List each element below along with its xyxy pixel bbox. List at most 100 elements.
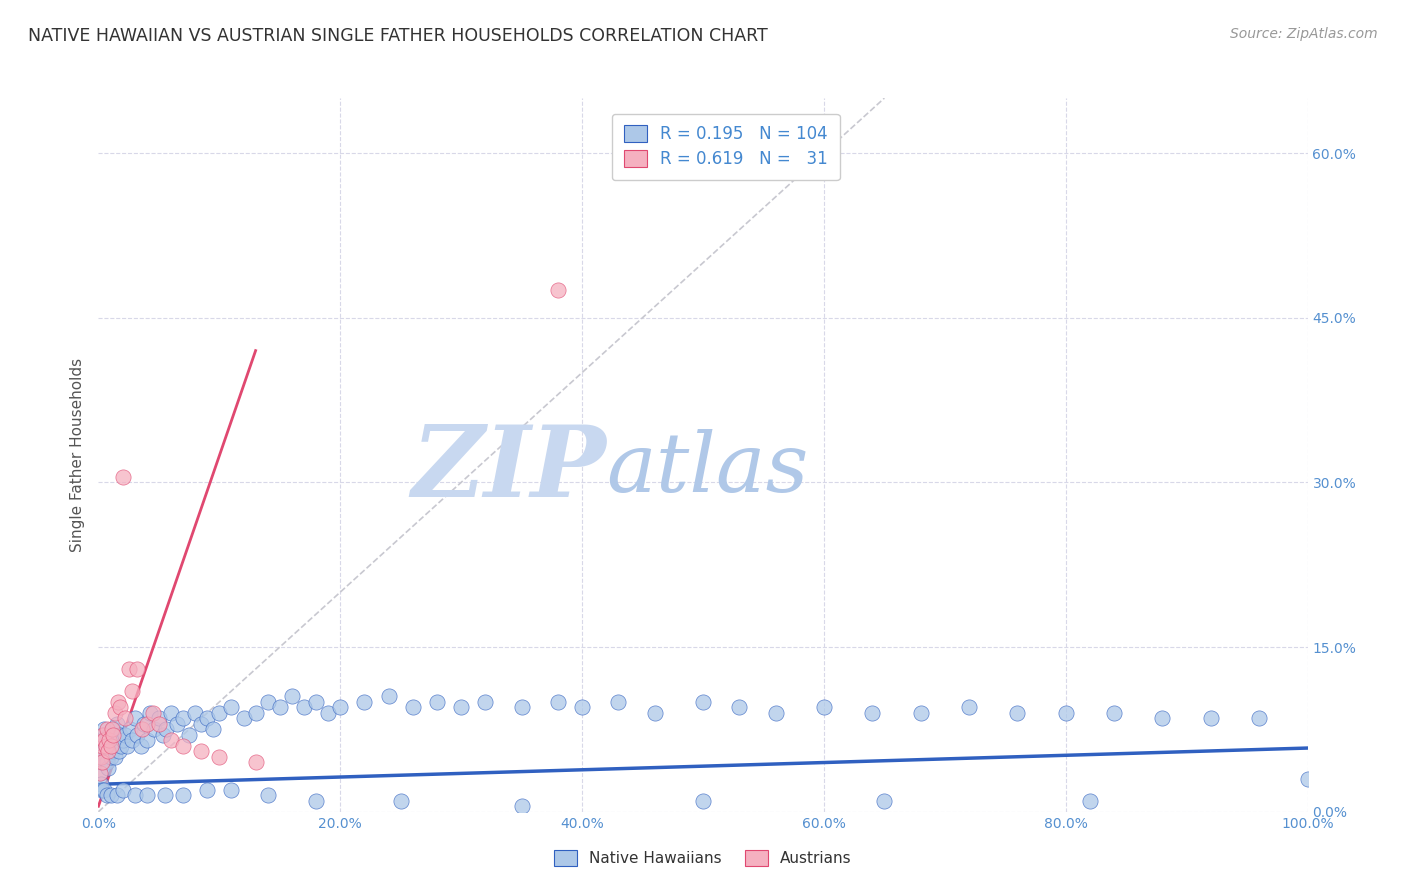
- Point: [114, 728, 136, 742]
- Point: [389, 794, 412, 808]
- Point: [184, 706, 207, 720]
- Legend: Native Hawaiians, Austrians: Native Hawaiians, Austrians: [546, 841, 860, 875]
- Point: [547, 695, 569, 709]
- Point: [91, 744, 114, 758]
- Point: [118, 662, 141, 676]
- Point: [108, 728, 131, 742]
- Point: [208, 706, 231, 720]
- Point: [98, 733, 121, 747]
- Point: [160, 733, 183, 747]
- Point: [90, 777, 112, 791]
- Point: [91, 749, 114, 764]
- Point: [957, 700, 980, 714]
- Point: [153, 789, 176, 803]
- Point: [139, 706, 162, 720]
- Point: [142, 706, 165, 720]
- Point: [96, 789, 118, 803]
- Point: [221, 782, 243, 797]
- Point: [90, 756, 112, 770]
- Point: [100, 749, 122, 764]
- Point: [104, 749, 127, 764]
- Point: [97, 744, 120, 758]
- Point: [114, 711, 136, 725]
- Point: [353, 695, 375, 709]
- Point: [117, 739, 139, 753]
- Point: [94, 739, 117, 753]
- Point: [96, 723, 118, 737]
- Point: [607, 695, 630, 709]
- Point: [111, 733, 134, 747]
- Point: [93, 733, 115, 747]
- Point: [190, 717, 212, 731]
- Point: [108, 700, 131, 714]
- Point: [547, 283, 569, 297]
- Point: [316, 706, 339, 720]
- Point: [148, 717, 170, 731]
- Point: [97, 744, 120, 758]
- Point: [127, 662, 149, 676]
- Point: [100, 739, 122, 753]
- Point: [692, 695, 714, 709]
- Point: [89, 766, 111, 780]
- Point: [121, 733, 143, 747]
- Point: [172, 789, 194, 803]
- Point: [93, 782, 115, 797]
- Point: [105, 789, 128, 803]
- Point: [1249, 711, 1271, 725]
- Point: [135, 789, 157, 803]
- Point: [221, 700, 243, 714]
- Point: [105, 717, 128, 731]
- Point: [377, 690, 399, 704]
- Point: [127, 728, 149, 742]
- Point: [402, 700, 425, 714]
- Point: [96, 756, 118, 770]
- Point: [94, 749, 117, 764]
- Point: [118, 723, 141, 737]
- Point: [94, 739, 117, 753]
- Point: [107, 733, 129, 747]
- Point: [305, 695, 328, 709]
- Point: [91, 733, 114, 747]
- Point: [107, 695, 129, 709]
- Point: [1054, 706, 1077, 720]
- Point: [155, 723, 177, 737]
- Point: [98, 728, 121, 742]
- Point: [208, 749, 231, 764]
- Point: [813, 700, 835, 714]
- Point: [124, 711, 146, 725]
- Point: [124, 789, 146, 803]
- Point: [1078, 794, 1101, 808]
- Point: [90, 749, 112, 764]
- Point: [305, 794, 328, 808]
- Point: [195, 782, 218, 797]
- Point: [100, 739, 122, 753]
- Text: Source: ZipAtlas.com: Source: ZipAtlas.com: [1230, 27, 1378, 41]
- Point: [329, 700, 352, 714]
- Point: [474, 695, 496, 709]
- Point: [269, 700, 291, 714]
- Point: [111, 470, 134, 484]
- Point: [100, 723, 122, 737]
- Point: [100, 744, 122, 758]
- Point: [135, 733, 157, 747]
- Point: [172, 739, 194, 753]
- Point: [1296, 772, 1319, 786]
- Point: [89, 766, 111, 780]
- Point: [728, 700, 751, 714]
- Point: [111, 782, 134, 797]
- Point: [166, 717, 188, 731]
- Point: [160, 706, 183, 720]
- Point: [91, 756, 114, 770]
- Point: [104, 706, 127, 720]
- Point: [129, 739, 152, 753]
- Point: [121, 684, 143, 698]
- Point: [91, 739, 114, 753]
- Point: [108, 744, 131, 758]
- Point: [172, 711, 194, 725]
- Point: [1007, 706, 1029, 720]
- Point: [1199, 711, 1222, 725]
- Point: [245, 756, 267, 770]
- Point: [110, 739, 132, 753]
- Point: [90, 739, 112, 753]
- Point: [91, 728, 114, 742]
